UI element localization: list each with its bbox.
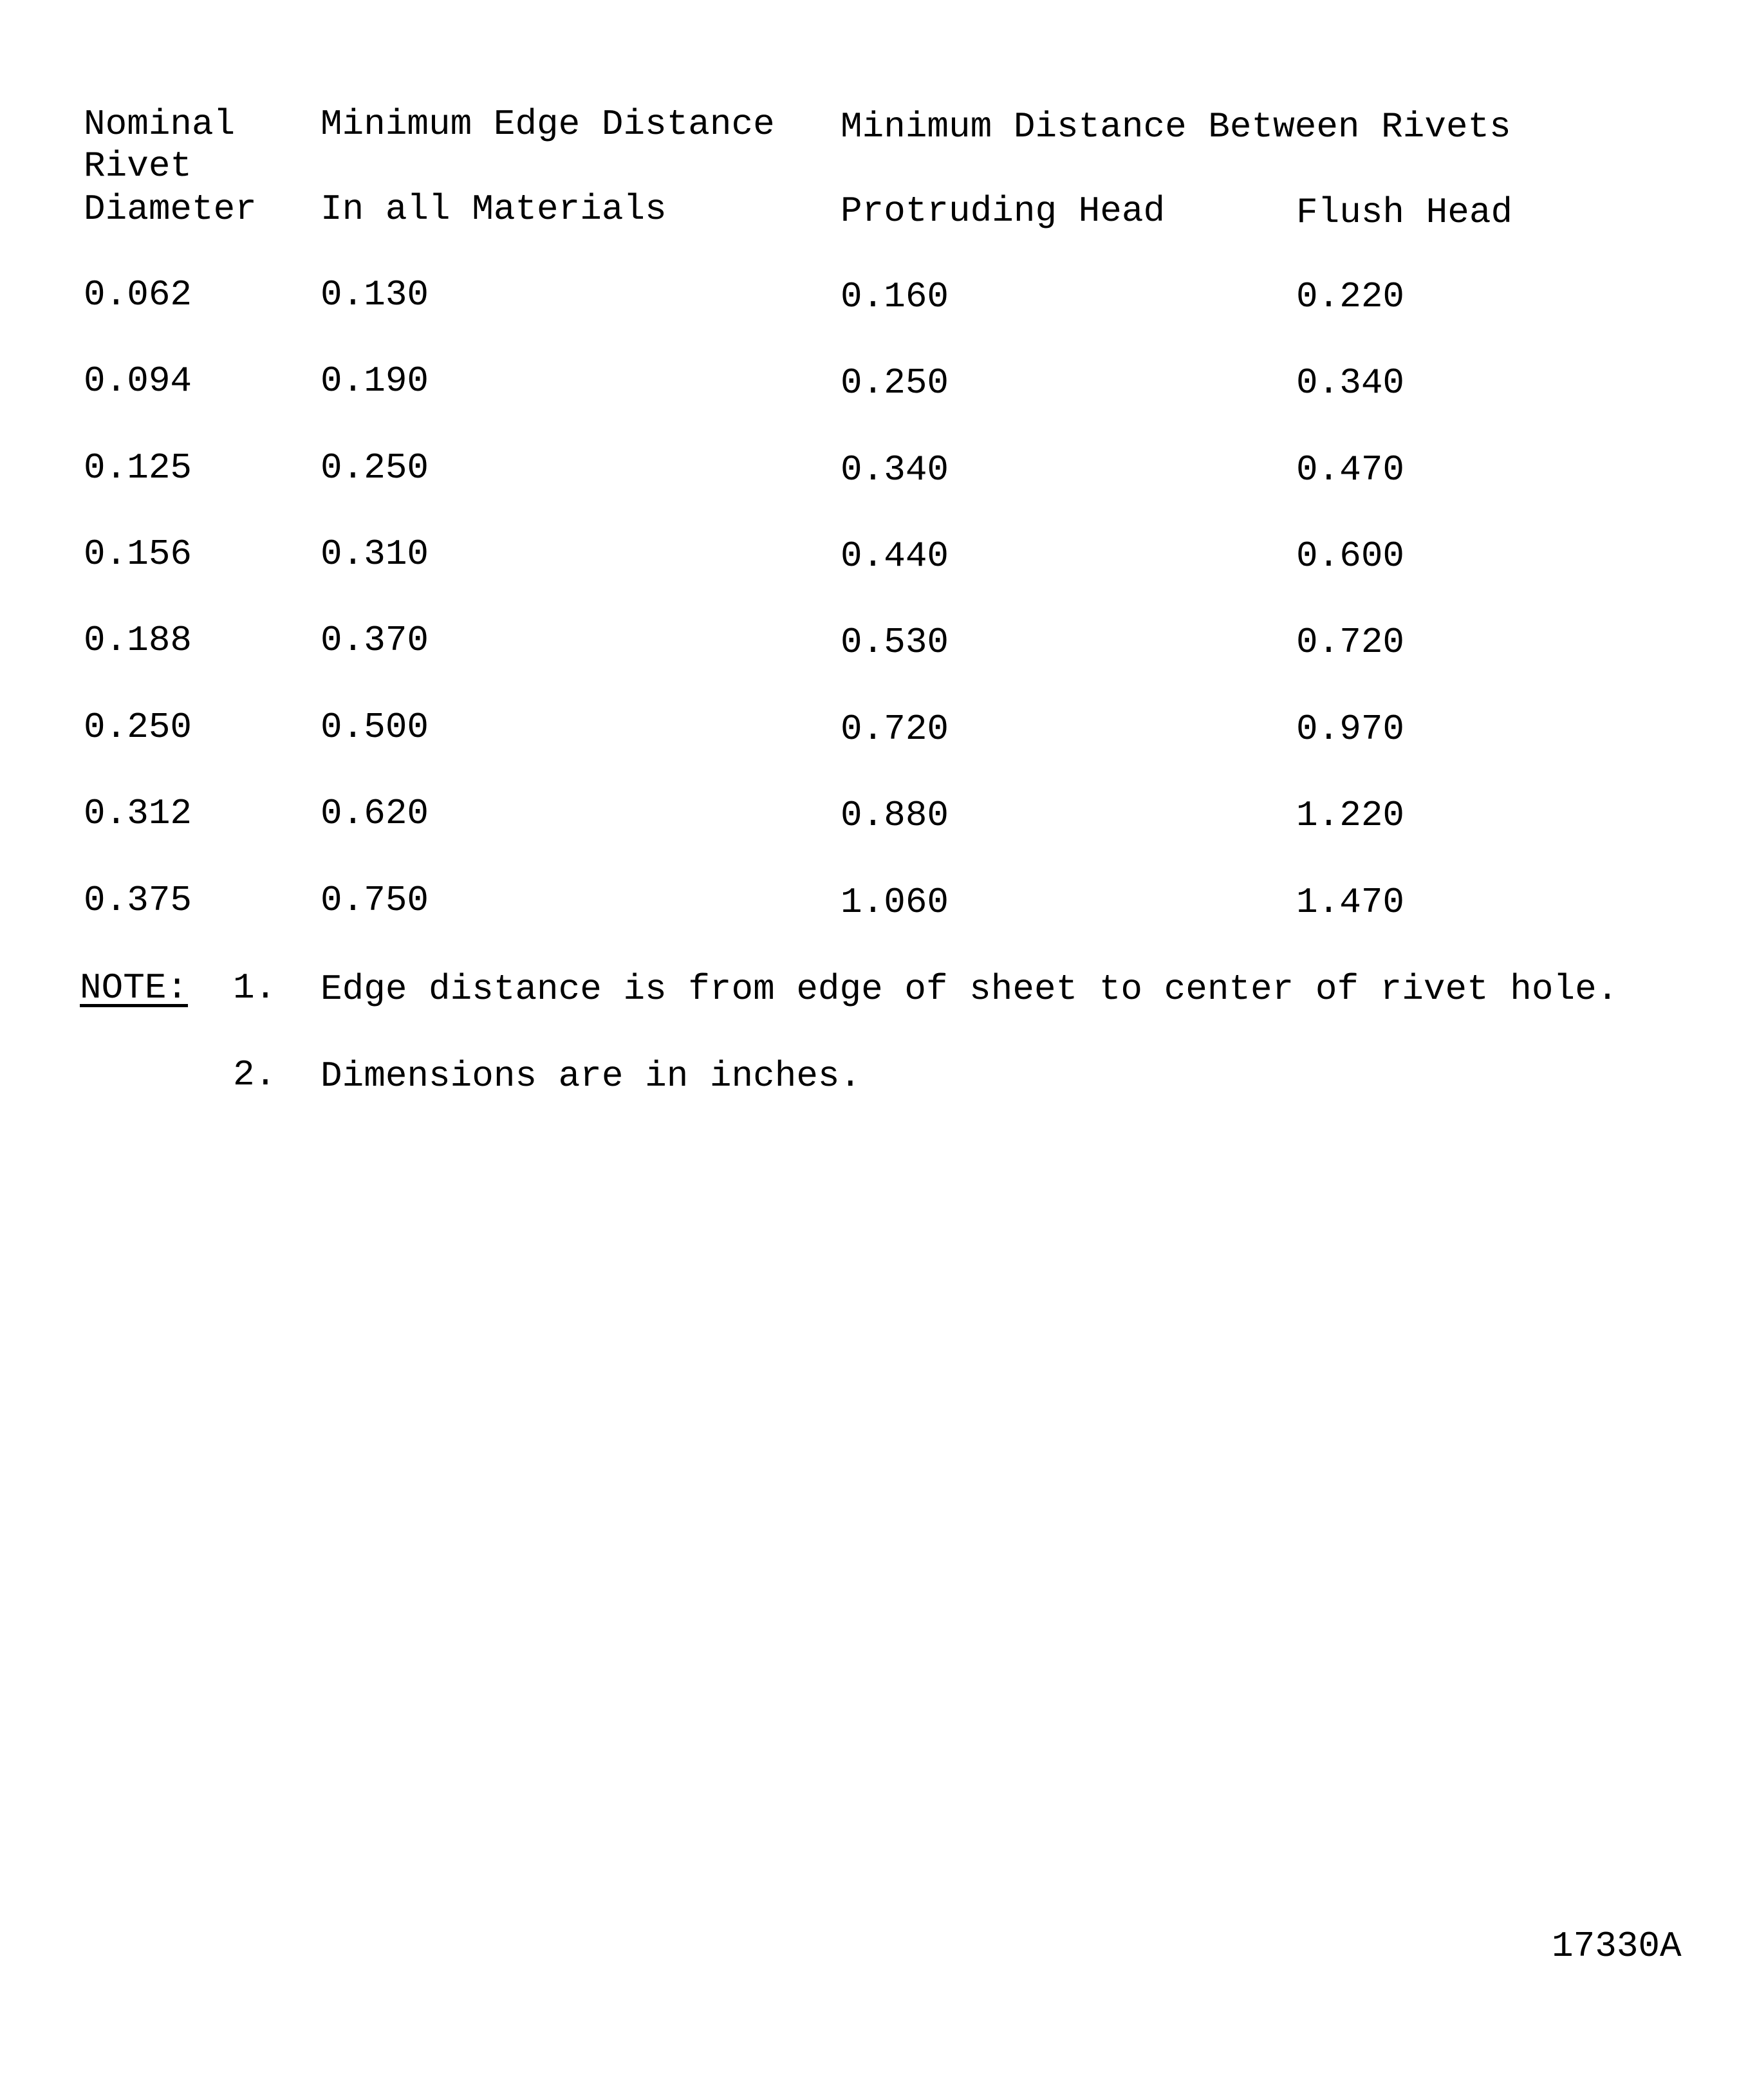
header-rivet: Rivet [84, 145, 192, 187]
header-in-all-materials: In all Materials [321, 189, 667, 230]
cell-min-edge-distance: 0.190 [321, 360, 429, 402]
cell-flush-head: 0.720 [1296, 622, 1405, 663]
cell-flush-head: 1.220 [1296, 795, 1405, 836]
note-1-text: Edge distance is from edge of sheet to c… [321, 969, 1619, 1010]
cell-nominal-diameter: 0.094 [84, 360, 192, 402]
note-2-number: 2. [233, 1054, 277, 1095]
cell-flush-head: 0.600 [1296, 535, 1405, 577]
note-2-text: Dimensions are in inches. [321, 1055, 862, 1097]
cell-min-edge-distance: 0.250 [321, 447, 429, 488]
cell-flush-head: 0.220 [1296, 276, 1405, 317]
cell-protruding-head: 0.250 [841, 362, 949, 404]
cell-nominal-diameter: 0.062 [84, 274, 192, 315]
cell-flush-head: 0.340 [1296, 362, 1405, 404]
cell-nominal-diameter: 0.250 [84, 707, 192, 748]
cell-nominal-diameter: 0.125 [84, 447, 192, 488]
cell-min-edge-distance: 0.370 [321, 620, 429, 661]
note-1-number: 1. [233, 967, 277, 1008]
cell-min-edge-distance: 0.130 [321, 274, 429, 315]
cell-flush-head: 1.470 [1296, 882, 1405, 923]
cell-min-edge-distance: 0.500 [321, 707, 429, 748]
header-flush-head: Flush Head [1296, 192, 1513, 233]
header-diameter: Diameter [84, 189, 257, 230]
header-min-edge-distance: Minimum Edge Distance [321, 104, 775, 145]
figure-id: 17330A [1552, 1926, 1682, 1967]
cell-nominal-diameter: 0.312 [84, 793, 192, 834]
header-min-distance-between-rivets: Minimum Distance Between Rivets [841, 106, 1511, 147]
header-protruding-head: Protruding Head [841, 190, 1166, 232]
note-label: NOTE: [80, 967, 189, 1008]
header-nominal: Nominal [84, 104, 236, 145]
cell-nominal-diameter: 0.156 [84, 534, 192, 575]
cell-protruding-head: 0.530 [841, 622, 949, 663]
cell-min-edge-distance: 0.310 [321, 534, 429, 575]
cell-protruding-head: 0.340 [841, 449, 949, 490]
cell-protruding-head: 1.060 [841, 882, 949, 923]
cell-protruding-head: 0.720 [841, 709, 949, 750]
cell-nominal-diameter: 0.375 [84, 880, 192, 921]
cell-nominal-diameter: 0.188 [84, 620, 192, 661]
cell-flush-head: 0.970 [1296, 709, 1405, 750]
cell-protruding-head: 0.160 [841, 276, 949, 317]
cell-protruding-head: 0.440 [841, 535, 949, 577]
cell-min-edge-distance: 0.620 [321, 793, 429, 834]
cell-flush-head: 0.470 [1296, 449, 1405, 490]
cell-protruding-head: 0.880 [841, 795, 949, 836]
cell-min-edge-distance: 0.750 [321, 880, 429, 921]
